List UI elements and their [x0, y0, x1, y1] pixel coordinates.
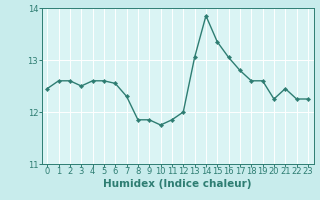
X-axis label: Humidex (Indice chaleur): Humidex (Indice chaleur)	[103, 179, 252, 189]
